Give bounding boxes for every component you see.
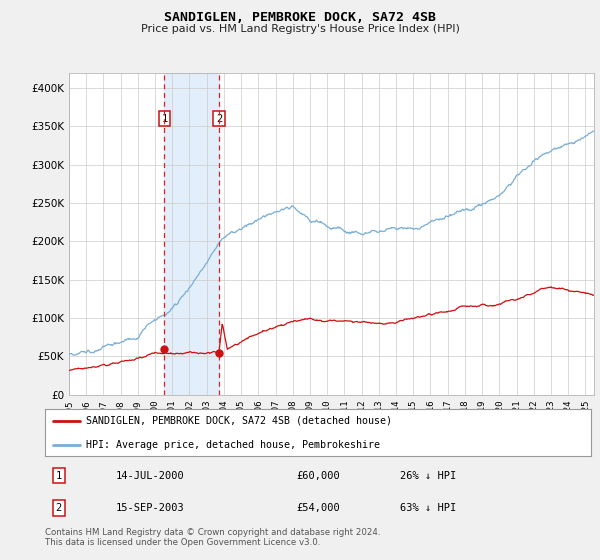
Text: 15-SEP-2003: 15-SEP-2003: [116, 503, 185, 513]
Text: Price paid vs. HM Land Registry's House Price Index (HPI): Price paid vs. HM Land Registry's House …: [140, 24, 460, 34]
Text: 63% ↓ HPI: 63% ↓ HPI: [400, 503, 456, 513]
Text: £54,000: £54,000: [296, 503, 340, 513]
Text: HPI: Average price, detached house, Pembrokeshire: HPI: Average price, detached house, Pemb…: [86, 440, 380, 450]
Text: 2: 2: [216, 114, 222, 124]
Text: 2: 2: [56, 503, 62, 513]
Text: 26% ↓ HPI: 26% ↓ HPI: [400, 470, 456, 480]
Text: 1: 1: [161, 114, 167, 124]
Text: SANDIGLEN, PEMBROKE DOCK, SA72 4SB: SANDIGLEN, PEMBROKE DOCK, SA72 4SB: [164, 11, 436, 24]
Text: 1: 1: [56, 470, 62, 480]
Bar: [164, 73, 219, 395]
Text: £60,000: £60,000: [296, 470, 340, 480]
Text: Contains HM Land Registry data © Crown copyright and database right 2024.
This d: Contains HM Land Registry data © Crown c…: [45, 528, 380, 547]
Text: SANDIGLEN, PEMBROKE DOCK, SA72 4SB (detached house): SANDIGLEN, PEMBROKE DOCK, SA72 4SB (deta…: [86, 416, 392, 426]
Text: 14-JUL-2000: 14-JUL-2000: [116, 470, 185, 480]
